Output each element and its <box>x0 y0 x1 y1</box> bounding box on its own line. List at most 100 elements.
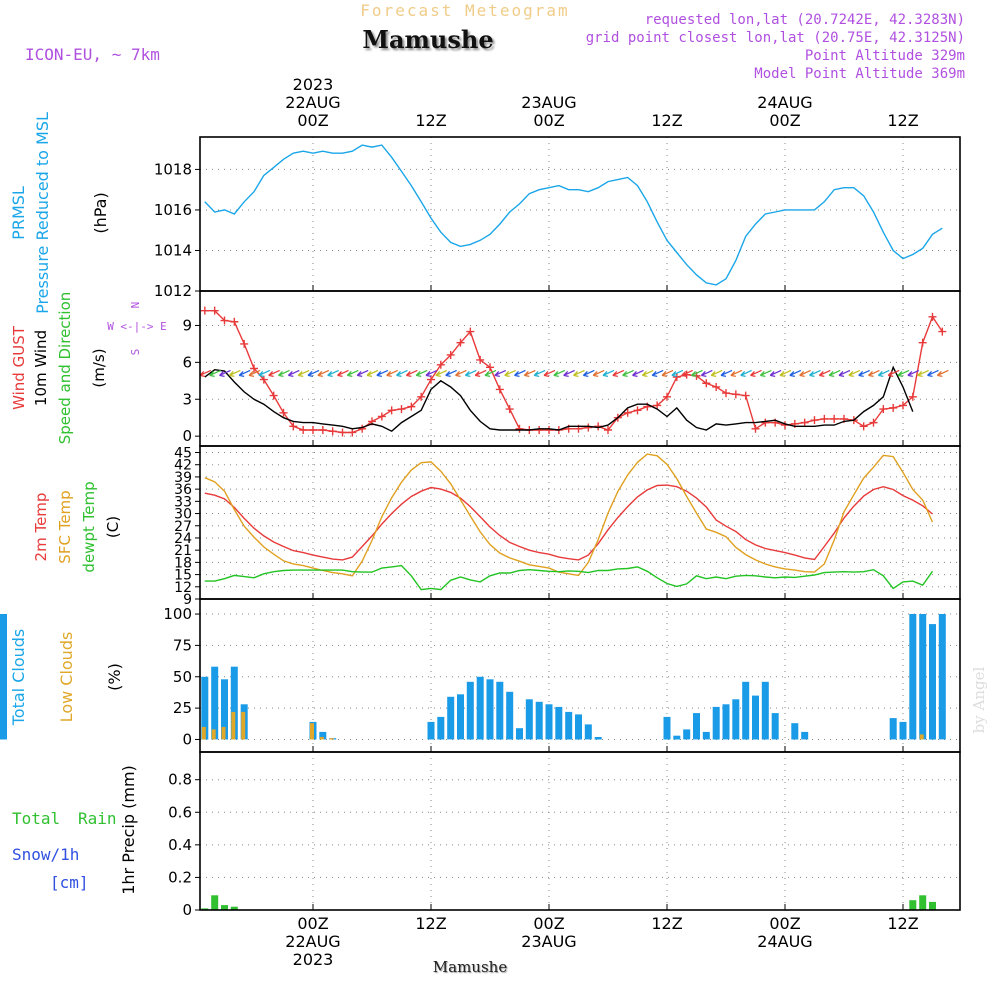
wind-label: 10m Wind <box>32 330 50 406</box>
wind-direction-arrow <box>592 369 605 378</box>
gust-marker <box>377 412 386 421</box>
series-line <box>204 564 934 591</box>
top-time-label: 12Z <box>651 111 682 130</box>
panel-frame <box>199 445 961 600</box>
gust-marker <box>535 426 544 435</box>
wind-direction-arrow <box>494 369 507 378</box>
bar <box>230 906 238 910</box>
cloud-panel-labels: Total Clouds Low Clouds (%) <box>9 629 124 727</box>
requested-coords: requested lon,lat (20.7242E, 42.3283N) <box>645 12 965 28</box>
y-tick-label: 39 <box>174 470 192 486</box>
wind-direction-arrow <box>337 369 349 378</box>
bar <box>889 718 897 740</box>
bar <box>437 716 445 740</box>
wind-direction-arrow <box>356 369 369 378</box>
wind-direction-arrow <box>858 369 870 378</box>
gust-marker <box>466 327 475 336</box>
bar <box>201 726 206 740</box>
wind-direction-arrow <box>445 369 457 378</box>
wind-direction-arrow <box>661 369 674 378</box>
panel-frame <box>199 751 961 911</box>
temp-unit-label: (C) <box>104 516 122 538</box>
gust-marker <box>653 401 662 410</box>
y-tick-label: 0.8 <box>168 771 192 789</box>
gust-marker <box>328 427 337 436</box>
wind-direction-arrow <box>877 369 890 378</box>
bar <box>919 734 924 740</box>
wind-direction-arrow <box>455 369 467 378</box>
wind-direction-arrow <box>287 369 300 378</box>
gust-marker <box>702 379 711 388</box>
wind-direction-arrow <box>317 369 330 378</box>
wind-direction-arrow <box>405 369 418 378</box>
cloud-unit-label: (%) <box>105 663 124 691</box>
gust-marker <box>446 350 455 359</box>
gust-marker <box>908 392 917 401</box>
top-time-label: 22AUG <box>285 93 340 112</box>
bar <box>201 676 209 740</box>
clouds-panel: 0 25 50 75 100 <box>0 598 961 753</box>
wind-direction-arrow <box>474 369 487 378</box>
wind-direction-arrow <box>484 369 497 378</box>
gust-marker <box>899 401 907 410</box>
bar <box>909 900 917 910</box>
wind-speed-dir-label: Speed and Direction <box>56 292 74 445</box>
gust-marker <box>505 405 514 414</box>
location-title: Mamushe <box>362 25 493 54</box>
wind-direction-arrow <box>700 369 713 378</box>
wind-direction-arrow <box>307 369 320 378</box>
bar <box>899 721 907 740</box>
y-tick-label: 36 <box>174 482 192 498</box>
gust-marker <box>584 423 593 432</box>
wind-direction-arrow <box>268 369 280 378</box>
y-tick-label: 1018 <box>154 160 192 178</box>
wind-direction-arrow <box>868 369 880 378</box>
wind-direction-arrow <box>759 369 772 378</box>
wind-direction-arrow <box>917 369 929 378</box>
prmsl-label: PRMSL <box>9 186 28 240</box>
gust-marker <box>230 317 239 326</box>
wind-direction-arrow <box>464 369 477 378</box>
dewpt-label: dewpt Temp <box>80 481 98 572</box>
wind-direction-arrow <box>641 369 654 378</box>
gust-marker <box>761 418 770 427</box>
y-tick-label: 27 <box>174 519 192 535</box>
bottom-time-label: 2023 <box>293 950 334 969</box>
bar <box>712 706 720 740</box>
gust-marker <box>289 422 298 431</box>
low-clouds-label: Low Clouds <box>57 632 76 723</box>
y-tick-label: 75 <box>173 636 192 654</box>
y-tick-label: 0.6 <box>168 803 192 821</box>
bar <box>555 706 563 740</box>
y-tick-label: 1012 <box>154 282 192 300</box>
gust-marker <box>830 414 839 423</box>
gust-marker <box>210 306 219 315</box>
y-tick-label: 33 <box>174 494 192 510</box>
bar <box>221 726 226 740</box>
precip-axis-label: 1hr Precip (mm) <box>119 765 138 895</box>
bar <box>584 724 592 740</box>
gust-marker <box>633 406 642 415</box>
top-time-label: 12Z <box>415 111 446 130</box>
gust-marker <box>259 375 268 384</box>
bar <box>516 728 523 740</box>
bar <box>761 681 769 740</box>
wind-direction-arrow <box>396 369 408 378</box>
bar <box>506 691 514 740</box>
snow-label: Snow/1h <box>12 845 79 864</box>
gust-marker <box>928 312 937 321</box>
y-tick-label: 21 <box>174 543 192 559</box>
y-tick-label: 18 <box>174 555 192 571</box>
y-tick-label: 42 <box>174 458 192 474</box>
wind-direction-arrow <box>750 369 762 378</box>
bottom-time-label: 00Z <box>769 914 800 933</box>
gust-marker <box>722 389 730 398</box>
gust-marker <box>299 426 308 435</box>
bar <box>486 679 494 740</box>
bar <box>919 614 927 740</box>
wind-direction-arrow <box>769 369 782 378</box>
wind-direction-arrow <box>514 369 526 378</box>
